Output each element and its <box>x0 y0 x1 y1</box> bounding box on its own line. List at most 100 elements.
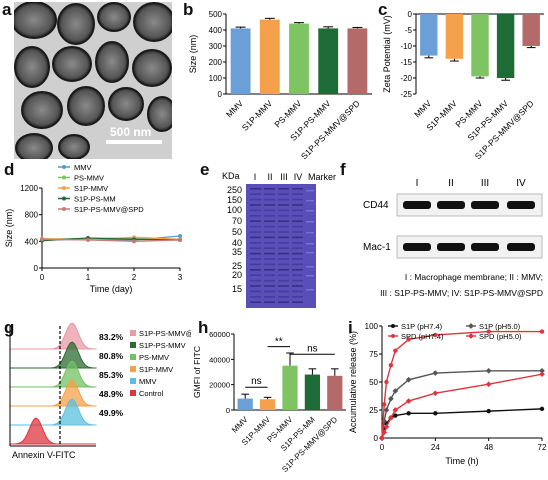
y-axis-label: Accumulative release (%) <box>348 331 358 433</box>
bar <box>230 28 251 94</box>
ladder-label: 20 <box>232 270 242 280</box>
category-label: S1P-PS-MMV@SPD <box>299 98 362 161</box>
gel-band <box>264 279 275 282</box>
gel-band <box>278 301 289 303</box>
gel-band <box>278 242 289 244</box>
gel-band <box>264 204 275 206</box>
y-axis-label: Size (nm) <box>188 35 198 74</box>
legend-swatch <box>130 378 136 384</box>
legend-swatch <box>130 354 136 360</box>
gel-unit: KDa <box>222 171 240 181</box>
gel-band <box>292 258 303 260</box>
gel-band <box>292 290 303 293</box>
gel-band <box>278 258 289 260</box>
release-curve <box>381 370 542 439</box>
bar <box>496 14 515 78</box>
gate-percentage: 48.9% <box>99 389 124 399</box>
bar <box>259 399 276 410</box>
panel-label-c: c <box>378 0 388 19</box>
y-tick-label: 0 <box>218 90 223 99</box>
bar <box>522 14 540 46</box>
data-point <box>388 395 394 402</box>
chart-i: 0 25 50 75 100 0 24 48 72 Time (h) Accumulative re… <box>348 322 547 466</box>
legend-label: PS-MMV <box>139 353 169 362</box>
panel-label-g: g <box>4 318 15 337</box>
y-tick-label: 400 <box>25 237 39 246</box>
panel-label-d: d <box>4 160 15 179</box>
x-axis-label: Annexin V-FITC <box>12 450 76 460</box>
blot-lane-label: IV <box>516 178 526 189</box>
gel-band <box>264 269 275 271</box>
gel-band <box>278 247 289 249</box>
data-point <box>539 406 545 412</box>
gel-band <box>292 301 303 303</box>
lane-label: Marker <box>308 172 336 182</box>
data-point <box>388 363 394 368</box>
gel-band <box>250 225 261 228</box>
y-tick-label: -10 <box>400 42 412 51</box>
y-tick-label: 0 <box>226 406 230 415</box>
gel-band <box>292 193 303 195</box>
y-tick-label: 40000 <box>209 355 230 364</box>
gel-band <box>292 263 303 266</box>
gel-band <box>292 242 303 244</box>
blot-lane-label: II <box>448 178 454 189</box>
legend-label: S1P (pH5.0) <box>479 322 521 331</box>
gel-band <box>278 204 289 206</box>
x-axis-label: Time (h) <box>445 456 478 466</box>
gel-band <box>278 193 289 195</box>
y-tick-label: 800 <box>25 211 39 220</box>
bar <box>318 28 339 94</box>
gel-band <box>292 215 303 217</box>
data-point <box>178 238 182 242</box>
gel-panel: KDa 250 150 100 70 50 40 35 25 20 15 I II III IV Mark… <box>220 170 340 310</box>
legend-marker <box>391 324 395 328</box>
gel-band <box>250 290 261 293</box>
gel-band <box>264 247 275 249</box>
category-label: MMV <box>230 415 250 435</box>
panel-label-f: f <box>340 160 346 179</box>
y-tick-label: 400 <box>209 26 223 35</box>
data-point <box>539 371 545 377</box>
bar <box>282 365 298 410</box>
ladder-label: 70 <box>232 216 242 226</box>
gate-percentage: 49.9% <box>99 408 124 418</box>
y-tick-label: 0 <box>408 10 413 19</box>
legend-label: S1P-MMV <box>139 365 173 374</box>
data-point <box>40 237 44 242</box>
chart-c: 0-5-10-15-20-25MMVS1P-MMVPS-MMVS1P-PS-MM… <box>382 10 544 161</box>
y-tick-label: 100 <box>365 322 379 331</box>
blot-lane-label: I <box>416 178 419 189</box>
gel-band <box>264 301 275 303</box>
gel-band <box>278 279 289 282</box>
legend-label: S1P-PS-MMV@SPD <box>139 329 191 338</box>
data-point <box>382 402 387 407</box>
bar <box>237 398 253 410</box>
gel-band <box>250 198 261 201</box>
gel-band <box>250 209 261 212</box>
gel-band <box>250 236 261 239</box>
bar <box>445 14 464 59</box>
gel-band <box>250 188 261 190</box>
marker-band <box>306 210 314 212</box>
blot-caption-2: III : S1P-PS-MMV; IV: S1P-PS-MMV@SPD <box>380 288 543 298</box>
flow-histogram-panel: 83.2% S1P-PS-MMV@SPD 80.8% S1P-PS-MMV 85.3% P… <box>6 320 209 475</box>
legend-label: S1P-PS-MM <box>74 195 116 204</box>
legend-label: S1P-PS-MMV <box>139 341 186 350</box>
lane-label: IV <box>294 172 303 182</box>
gel-band <box>278 231 289 233</box>
data-point <box>433 411 438 416</box>
legend-marker <box>62 165 66 169</box>
ladder-label: 35 <box>232 247 242 257</box>
gel-band <box>250 242 261 244</box>
marker-band <box>306 221 314 223</box>
gel-band <box>250 258 261 260</box>
y-tick-label: 100 <box>209 74 223 83</box>
y-tick-label: 50 <box>369 378 378 387</box>
gel-band <box>292 198 303 201</box>
legend-marker <box>62 186 66 190</box>
gel-band <box>292 220 303 222</box>
x-tick-label: 0 <box>380 443 385 452</box>
category-label: MMV <box>224 98 245 119</box>
legend-label: S1P (pH7.4) <box>401 322 443 331</box>
